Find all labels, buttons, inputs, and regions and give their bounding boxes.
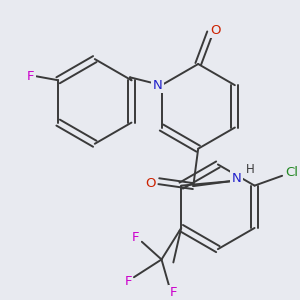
Text: H: H: [246, 163, 255, 176]
Text: F: F: [132, 231, 140, 244]
Text: Cl: Cl: [286, 166, 298, 179]
Text: N: N: [232, 172, 242, 185]
Text: F: F: [27, 70, 34, 83]
Text: N: N: [153, 79, 163, 92]
Text: O: O: [146, 177, 156, 190]
Text: F: F: [124, 274, 132, 288]
Text: F: F: [169, 286, 177, 299]
Text: O: O: [211, 24, 221, 37]
